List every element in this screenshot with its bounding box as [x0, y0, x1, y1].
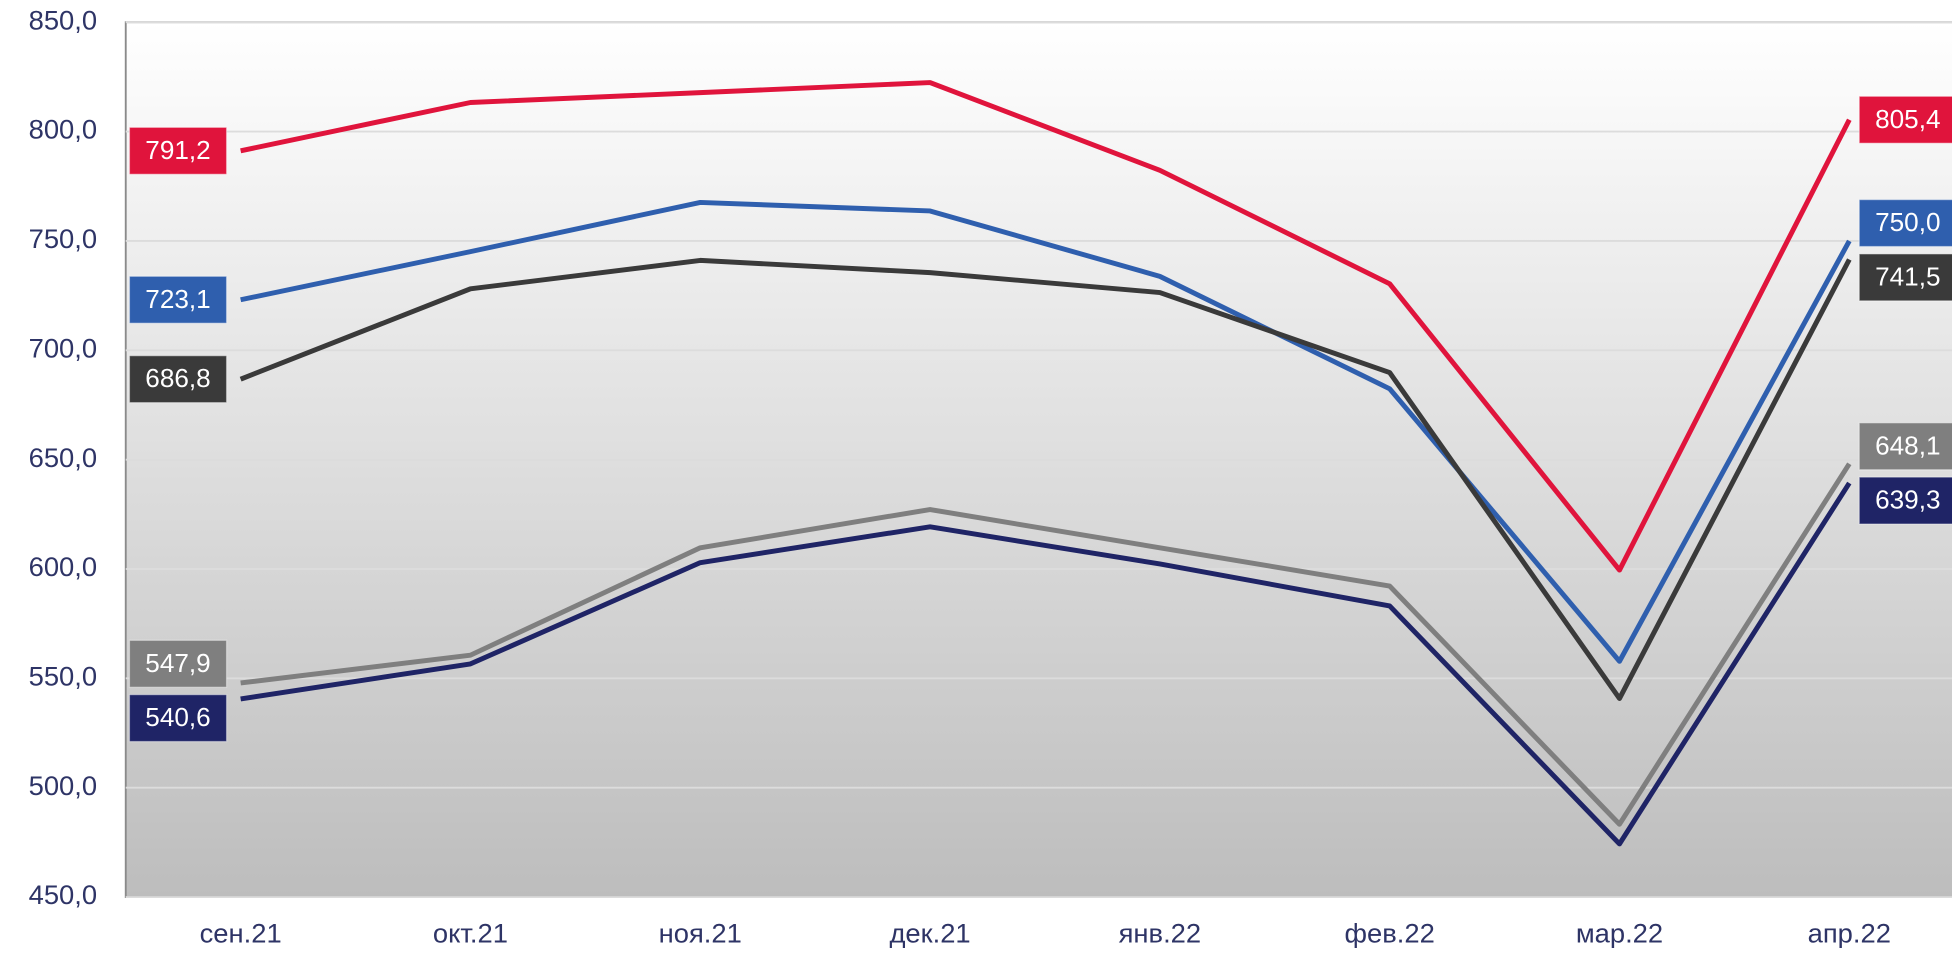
data-label-text: 805,4 [1875, 104, 1940, 134]
x-tick-label: янв.22 [1119, 918, 1202, 949]
y-tick-label: 750,0 [29, 223, 98, 254]
x-tick-label: окт.21 [433, 918, 508, 949]
data-label-text: 547,9 [145, 648, 210, 678]
data-label: 791,2 [128, 126, 228, 175]
data-label-text: 741,5 [1875, 262, 1940, 292]
y-tick-label: 500,0 [29, 770, 98, 801]
data-label-text: 540,6 [145, 702, 210, 732]
data-label-text: 686,8 [145, 363, 210, 393]
data-label-box [128, 275, 228, 324]
data-label-text: 639,3 [1875, 485, 1940, 515]
y-tick-label: 450,0 [29, 879, 98, 910]
series-line [240, 80, 1852, 573]
data-label-box [1858, 95, 1952, 144]
data-label-text: 791,2 [145, 135, 210, 165]
y-tick-label: 800,0 [29, 114, 98, 145]
x-tick-label: сен.21 [200, 918, 282, 949]
y-tick-label: 650,0 [29, 442, 98, 473]
data-label-text: 750,0 [1875, 207, 1940, 237]
data-label-text: 723,1 [145, 284, 210, 314]
data-label: 750,0 [1858, 199, 1952, 248]
y-tick-label: 850,0 [29, 4, 98, 35]
data-label-text: 648,1 [1875, 430, 1940, 460]
y-tick-label: 600,0 [29, 551, 98, 582]
x-tick-label: апр.22 [1808, 918, 1891, 949]
data-label: 741,5 [1858, 253, 1952, 302]
data-label-box [1858, 199, 1952, 248]
data-label-box [1858, 253, 1952, 302]
x-tick-label: мар.22 [1576, 918, 1663, 949]
y-tick-label: 550,0 [29, 661, 98, 692]
series-line [240, 481, 1852, 847]
series-line [240, 199, 1852, 664]
y-tick-label: 700,0 [29, 333, 98, 364]
x-tick-label: дек.21 [889, 918, 970, 949]
data-label: 540,6 [128, 694, 228, 743]
data-label: 648,1 [1858, 422, 1952, 471]
data-label-box [128, 126, 228, 175]
series-line [239, 257, 1852, 701]
x-tick-label: ноя.21 [659, 918, 742, 949]
data-label: 686,8 [128, 355, 228, 404]
data-label: 723,1 [128, 275, 228, 324]
data-label-box [128, 639, 228, 688]
data-label: 639,3 [1858, 476, 1952, 525]
data-label: 805,4 [1858, 95, 1952, 144]
x-tick-label: фев.22 [1345, 918, 1435, 949]
data-label-box [1858, 422, 1952, 471]
data-label-box [1858, 476, 1952, 525]
series-line [240, 462, 1852, 827]
data-label: 547,9 [128, 639, 228, 688]
data-label-box [128, 355, 228, 404]
data-label-box [128, 694, 228, 743]
